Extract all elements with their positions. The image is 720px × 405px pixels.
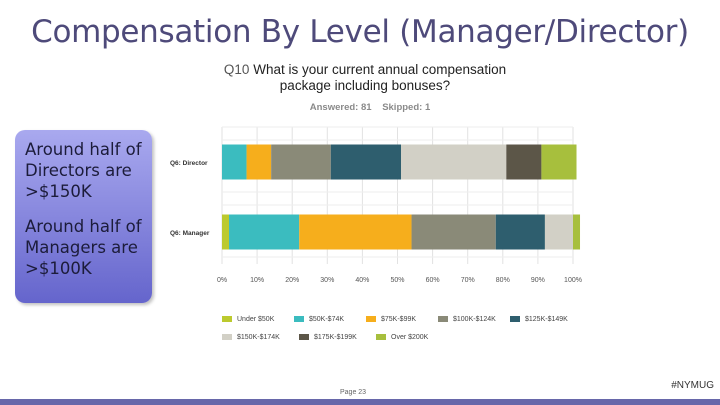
legend-item: $50K-$74K [294, 316, 366, 323]
callout-managers: Around half of Managers are >$100K [25, 217, 142, 278]
x-tick-label: 80% [496, 277, 510, 284]
skipped-count: Skipped: 1 [382, 102, 431, 113]
legend-item: $125K-$149K [510, 316, 582, 323]
legend-item: $100K-$124K [438, 316, 510, 323]
legend-label: Under $50K [237, 315, 275, 323]
x-tick-label: 90% [531, 277, 545, 284]
x-tick-label: 100% [564, 277, 582, 284]
x-tick-label: 50% [390, 277, 404, 284]
question-number: Q10 [223, 62, 250, 77]
legend-row: $150K-$174K $175K-$199K Over $200K [222, 328, 582, 346]
legend-item: Under $50K [222, 316, 294, 323]
bar-segment [506, 144, 542, 180]
bar-segment [411, 214, 496, 250]
category-label: Q6: Director [170, 160, 208, 167]
legend-label: $50K-$74K [309, 315, 345, 323]
x-tick-label: 0% [217, 277, 227, 284]
legend-swatch [222, 316, 232, 322]
hashtag: #NYMUG [671, 380, 714, 391]
question-heading: Q10 What is your current annual compensa… [200, 62, 530, 94]
bar-segment [541, 144, 577, 180]
legend-label: $100K-$124K [453, 315, 496, 323]
legend-row: Under $50K $50K-$74K $75K-$99K $100K-$124K $… [222, 310, 582, 328]
legend-swatch [222, 334, 232, 340]
bottom-accent-bar [0, 399, 720, 405]
slide-title: Compensation By Level (Manager/Director) [31, 14, 689, 50]
legend-label: $150K-$174K [237, 333, 280, 341]
bar-segment [330, 144, 402, 180]
legend-item: $150K-$174K [222, 334, 299, 341]
page-number: Page 23 [340, 389, 367, 396]
bar-segment [401, 144, 507, 180]
x-tick-label: 40% [355, 277, 369, 284]
callout-directors: Around half of Directors are >$150K [25, 140, 142, 201]
x-tick-label: 20% [285, 277, 299, 284]
x-tick-label: 70% [461, 277, 475, 284]
bar-segment [495, 214, 545, 250]
bar-segment [271, 144, 331, 180]
bar-segment [573, 214, 581, 250]
bar-segment [222, 214, 230, 250]
question-text: What is your current annual compensation… [253, 62, 507, 93]
x-tick-label: 60% [426, 277, 440, 284]
legend-label: $175K-$199K [314, 333, 357, 341]
x-tick-label: 10% [250, 277, 264, 284]
legend-item: Over $200K [376, 334, 453, 341]
legend-swatch [366, 316, 376, 322]
legend-swatch [376, 334, 386, 340]
bar-segment [229, 214, 300, 250]
legend-swatch [510, 316, 520, 322]
legend-item: $75K-$99K [366, 316, 438, 323]
legend-swatch [438, 316, 448, 322]
answered-count: Answered: 81 [309, 102, 372, 113]
legend-label: Over $200K [391, 333, 429, 341]
callout-box: Around half of Directors are >$150K Arou… [15, 130, 152, 303]
response-stats: Answered: 81 Skipped: 1 [300, 102, 440, 113]
bar-segment [544, 214, 573, 250]
x-tick-label: 30% [320, 277, 334, 284]
bar-segment [299, 214, 412, 250]
bar-segment [222, 144, 247, 180]
bar-segment [246, 144, 272, 180]
legend-label: $75K-$99K [381, 315, 417, 323]
legend-swatch [294, 316, 304, 322]
category-label: Q6: Manager [170, 230, 210, 237]
chart-legend: Under $50K $50K-$74K $75K-$99K $100K-$124K $… [222, 310, 582, 346]
legend-label: $125K-$149K [525, 315, 568, 323]
legend-item: $175K-$199K [299, 334, 376, 341]
legend-swatch [299, 334, 309, 340]
